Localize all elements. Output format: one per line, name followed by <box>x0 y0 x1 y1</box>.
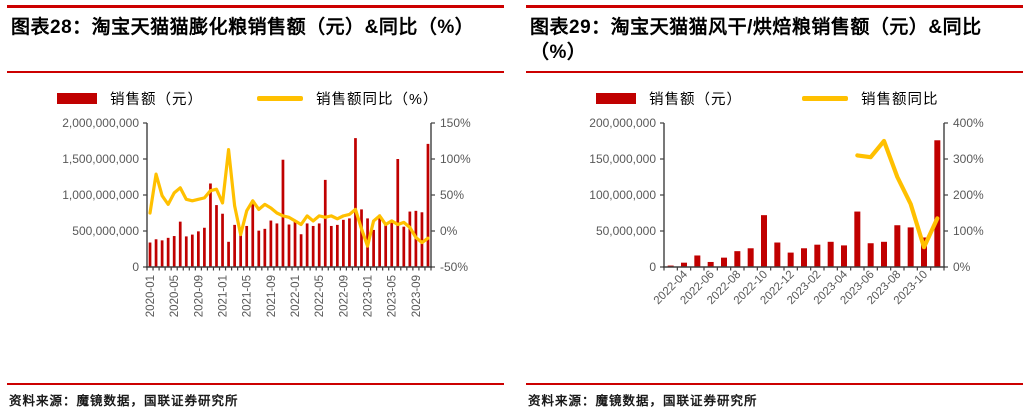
legend-item-yoy: 销售额同比 <box>802 88 939 109</box>
svg-text:2020-01: 2020-01 <box>145 275 157 317</box>
svg-text:400%: 400% <box>953 116 984 130</box>
svg-text:2020-05: 2020-05 <box>169 275 181 317</box>
svg-text:2021-05: 2021-05 <box>242 275 254 317</box>
svg-text:-50%: -50% <box>440 260 468 274</box>
svg-text:2021-09: 2021-09 <box>266 275 278 317</box>
svg-text:300%: 300% <box>953 152 984 166</box>
figure-29-header: 图表29：淘宝天猫猫风干/烘焙粮销售额（元）&同比 （%） <box>526 5 1023 73</box>
x-axis-labels: 2022-042022-062022-082022-102022-122023-… <box>652 268 930 307</box>
sales-bars <box>667 140 941 267</box>
svg-text:150,000,000: 150,000,000 <box>589 152 656 166</box>
svg-text:2,000,000,000: 2,000,000,000 <box>62 116 139 130</box>
svg-text:1,500,000,000: 1,500,000,000 <box>62 152 139 166</box>
svg-text:2022-05: 2022-05 <box>314 275 326 317</box>
legend-label-yoy: 销售额同比 <box>861 92 939 108</box>
legend-item-sales: 销售额（元） <box>596 88 742 109</box>
legend-label-sales: 销售额（元） <box>649 92 742 108</box>
svg-text:2021-01: 2021-01 <box>218 275 230 317</box>
svg-text:100%: 100% <box>953 224 984 238</box>
figure-28-source: 资料来源：魔镜数据，国联证券研究所 <box>7 383 504 409</box>
svg-text:500,000,000: 500,000,000 <box>72 224 139 238</box>
bar-swatch-icon <box>57 93 97 104</box>
figure-28: 图表28：淘宝天猫猫膨化粮销售额（元）&同比（%） 销售额（元） 销售额同比（%… <box>7 5 504 409</box>
line-swatch-icon <box>257 96 303 101</box>
svg-text:0%: 0% <box>953 260 971 274</box>
svg-text:100%: 100% <box>440 152 471 166</box>
svg-text:2022-09: 2022-09 <box>338 275 350 317</box>
figure-29: 图表29：淘宝天猫猫风干/烘焙粮销售额（元）&同比 （%） 销售额（元） 销售额… <box>526 5 1023 409</box>
legend-label-sales: 销售额（元） <box>110 92 203 108</box>
svg-text:2022-01: 2022-01 <box>290 275 302 317</box>
figure-28-header: 图表28：淘宝天猫猫膨化粮销售额（元）&同比（%） <box>7 5 504 73</box>
svg-text:0: 0 <box>132 260 139 274</box>
sales-bars <box>148 138 430 267</box>
figure-28-title: 图表28：淘宝天猫猫膨化粮销售额（元）&同比（%） <box>11 17 475 38</box>
svg-text:150%: 150% <box>440 116 471 130</box>
yoy-line <box>855 138 940 250</box>
line-swatch-icon <box>802 96 848 101</box>
svg-text:2023-01: 2023-01 <box>363 275 375 317</box>
bar-swatch-icon <box>596 93 636 104</box>
legend-item-yoy: 销售额同比（%） <box>257 88 438 109</box>
svg-text:50,000,000: 50,000,000 <box>596 224 656 238</box>
figure-29-chart: 200,000,000 150,000,000 100,000,000 50,000,… <box>589 116 984 307</box>
yoy-line <box>148 148 430 248</box>
figure-28-chart: 2,000,000,000 1,500,000,000 1,000,000,000 5… <box>62 116 471 317</box>
svg-text:200,000,000: 200,000,000 <box>589 116 656 130</box>
figure-28-legend: 销售额（元） 销售额同比（%） <box>7 88 504 109</box>
figure-29-legend: 销售额（元） 销售额同比 <box>526 88 1023 109</box>
svg-text:2023-09: 2023-09 <box>411 275 423 317</box>
legend-item-sales: 销售额（元） <box>57 88 203 109</box>
svg-text:0%: 0% <box>440 224 458 238</box>
svg-text:0: 0 <box>649 260 656 274</box>
figure-29-title: 图表29：淘宝天猫猫风干/烘焙粮销售额（元）&同比 （%） <box>530 17 982 64</box>
figure-29-source: 资料来源：魔镜数据，国联证券研究所 <box>526 383 1023 409</box>
svg-text:200%: 200% <box>953 188 984 202</box>
svg-text:100,000,000: 100,000,000 <box>589 188 656 202</box>
x-axis-labels: 2020-01 2020-05 2020-09 2021-01 2021-05 2021-… <box>145 275 423 317</box>
svg-text:2020-09: 2020-09 <box>193 275 205 317</box>
legend-label-yoy: 销售额同比（%） <box>316 92 439 108</box>
svg-text:50%: 50% <box>440 188 464 202</box>
svg-text:2023-05: 2023-05 <box>387 275 399 317</box>
svg-text:1,000,000,000: 1,000,000,000 <box>62 188 139 202</box>
